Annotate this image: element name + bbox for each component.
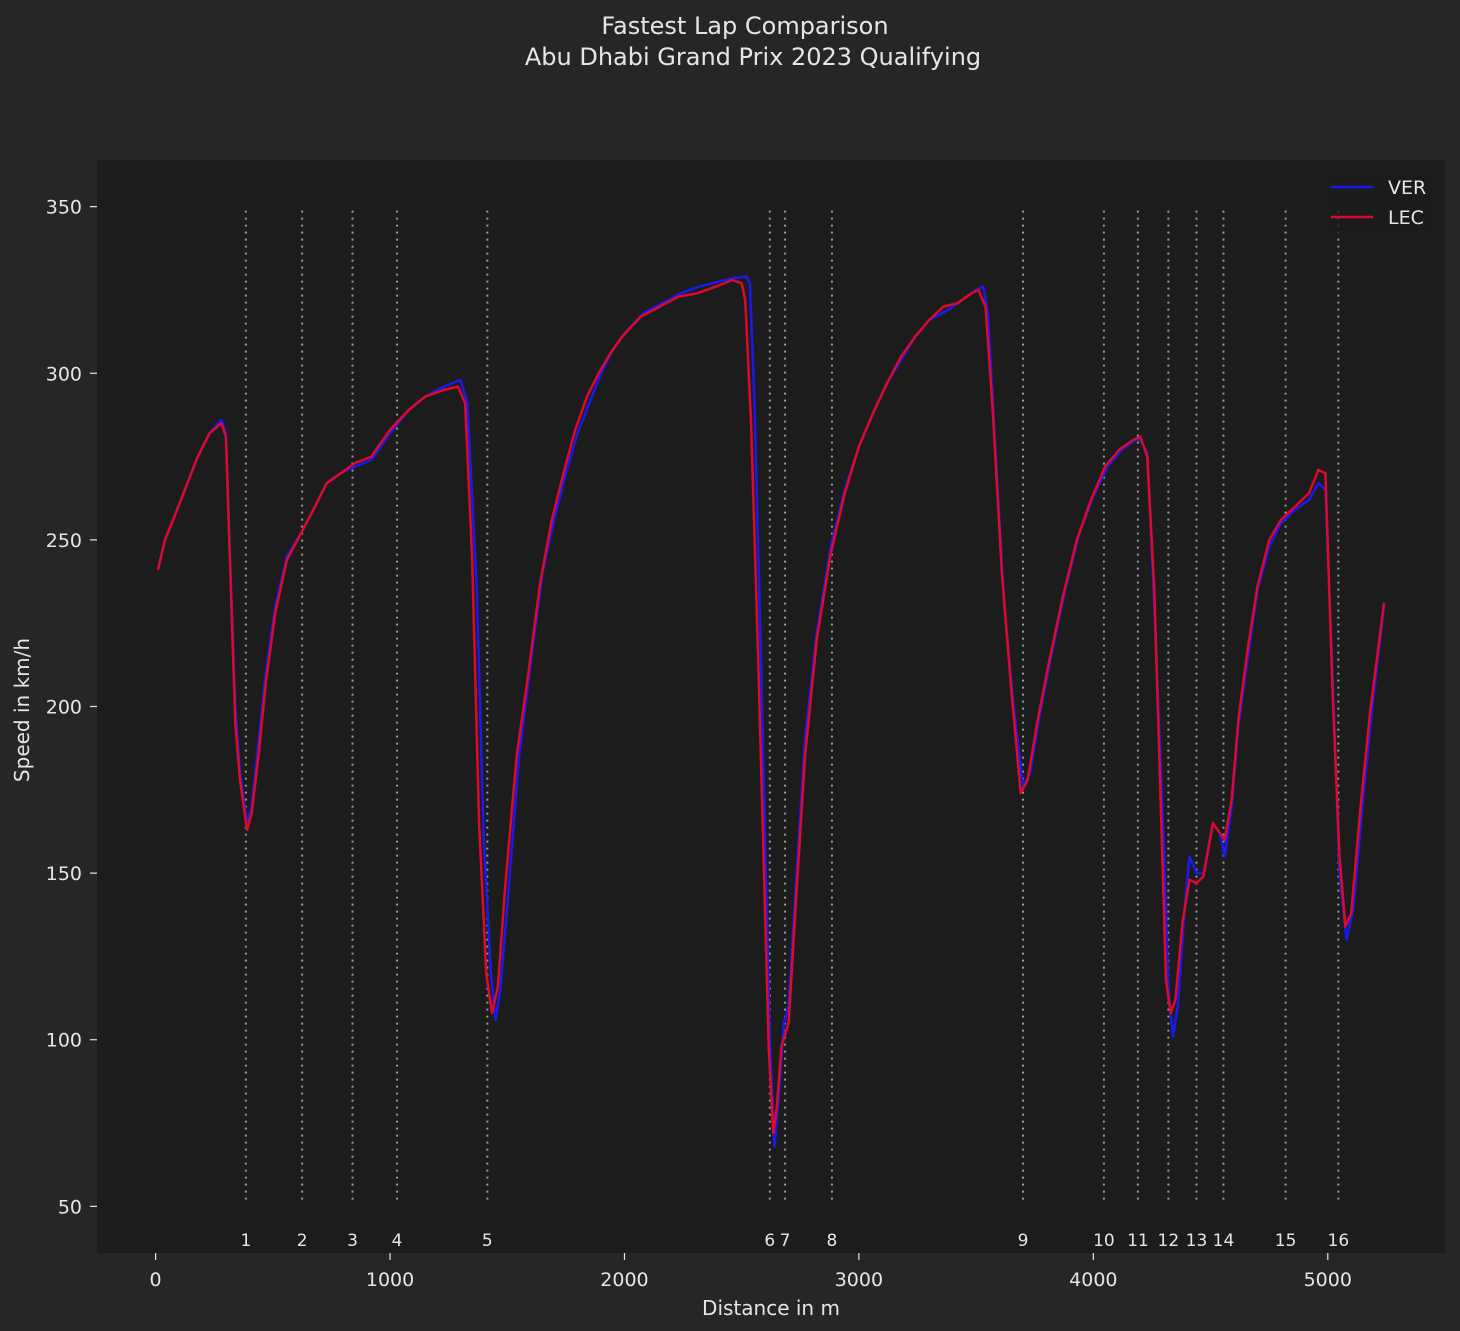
corner-label-8: 8 bbox=[827, 1231, 838, 1251]
corner-label-9: 9 bbox=[1018, 1231, 1029, 1251]
x-tick-label-3000: 3000 bbox=[835, 1269, 883, 1291]
legend: VER LEC bbox=[1324, 170, 1436, 238]
y-tick-label-200: 200 bbox=[46, 697, 82, 719]
chart-subtitle: Abu Dhabi Grand Prix 2023 Qualifying bbox=[525, 43, 981, 71]
y-tick-label-350: 350 bbox=[46, 197, 82, 219]
y-tick-label-150: 150 bbox=[46, 863, 82, 885]
corner-label-14: 14 bbox=[1213, 1231, 1235, 1251]
y-tick-label-50: 50 bbox=[58, 1196, 82, 1218]
x-tick-label-2000: 2000 bbox=[600, 1269, 648, 1291]
x-tick-label-1000: 1000 bbox=[366, 1269, 414, 1291]
y-axis-label: Speed in km/h bbox=[10, 638, 34, 782]
corner-label-15: 15 bbox=[1275, 1231, 1297, 1251]
legend-label-ver: VER bbox=[1388, 177, 1426, 199]
corner-label-2: 2 bbox=[297, 1231, 308, 1251]
corner-label-4: 4 bbox=[392, 1231, 403, 1251]
chart-title: Fastest Lap Comparison bbox=[601, 12, 888, 40]
corner-label-5: 5 bbox=[482, 1231, 493, 1251]
x-axis-label: Distance in m bbox=[702, 1296, 840, 1320]
series-lines bbox=[156, 275, 1386, 1148]
x-tick-label-5000: 5000 bbox=[1304, 1269, 1352, 1291]
y-tick-label-250: 250 bbox=[46, 530, 82, 552]
x-tick-label-4000: 4000 bbox=[1069, 1269, 1117, 1291]
corner-label-11: 11 bbox=[1127, 1231, 1149, 1251]
legend-label-lec: LEC bbox=[1388, 207, 1424, 229]
y-tick-label-100: 100 bbox=[46, 1030, 82, 1052]
corner-label-13: 13 bbox=[1186, 1231, 1208, 1251]
legend-box bbox=[1324, 170, 1436, 238]
corner-label-1: 1 bbox=[240, 1231, 251, 1251]
corner-label-16: 16 bbox=[1328, 1231, 1350, 1251]
corner-label-3: 3 bbox=[347, 1231, 358, 1251]
corner-label-10: 10 bbox=[1093, 1231, 1115, 1251]
axes: 50 100 150 200 250 300 350 0 1000 2000 3000 4000 500… bbox=[46, 197, 1352, 1291]
series-line-lec bbox=[156, 278, 1386, 1135]
corner-markers: 1 2 3 4 5 6 7 8 9 10 11 12 13 14 15 16 bbox=[240, 209, 1350, 1251]
x-tick-label-0: 0 bbox=[150, 1269, 162, 1291]
corner-label-12: 12 bbox=[1158, 1231, 1180, 1251]
y-tick-label-300: 300 bbox=[46, 363, 82, 385]
corner-label-6: 6 bbox=[764, 1231, 775, 1251]
corner-label-7: 7 bbox=[780, 1231, 791, 1251]
